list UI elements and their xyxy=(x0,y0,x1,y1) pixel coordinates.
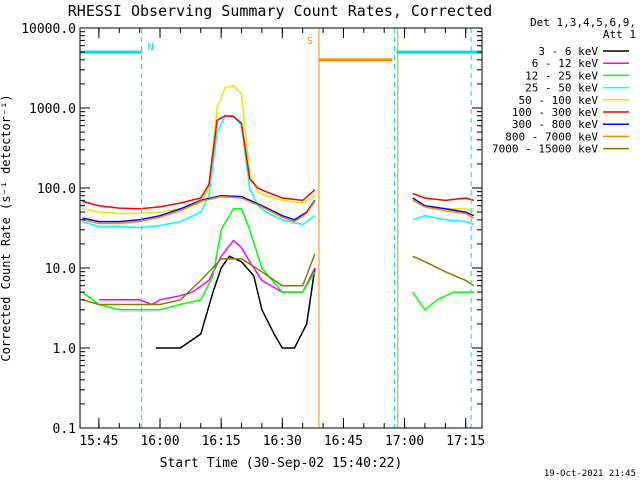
series-line-3 xyxy=(82,115,316,229)
x-tick-label: 16:30 xyxy=(263,434,302,449)
legend-entry-label: 12 - 25 keV xyxy=(525,69,598,82)
series-line-4 xyxy=(82,84,316,215)
x-tick-label: 17:15 xyxy=(446,434,485,449)
series-line-7 xyxy=(82,195,316,225)
x-tick-label: 15:45 xyxy=(79,434,118,449)
series-line-5 xyxy=(82,115,316,210)
legend-entry-label: 300 - 800 keV xyxy=(512,118,598,131)
series-line-2 xyxy=(82,208,316,311)
footer-timestamp: 19-Oct-2021 21:45 xyxy=(544,469,636,479)
series-line-1 xyxy=(98,239,316,306)
legend-entry-label: 800 - 7000 keV xyxy=(505,130,598,143)
y-axis-label: Corrected Count Rate (s⁻¹ detector⁻¹) xyxy=(0,94,13,361)
chart-title: RHESSI Observing Summary Count Rates, Co… xyxy=(68,2,492,20)
series-line-2 xyxy=(412,291,474,311)
legend-entry-label: 6 - 12 keV xyxy=(532,57,599,70)
series-line-3 xyxy=(412,214,475,226)
legend-header-line-1: Det 1,3,4,5,6,9, xyxy=(530,16,636,29)
x-tick-label: 16:15 xyxy=(202,434,241,449)
series-line-0 xyxy=(155,255,316,349)
legend-entry-label: 25 - 50 keV xyxy=(525,82,598,95)
series-line-7 xyxy=(412,199,475,219)
y-tick-label: 100.0 xyxy=(37,182,76,197)
y-tick-label: 1000.0 xyxy=(29,102,76,117)
series-line-5 xyxy=(412,192,475,202)
x-axis-label: Start Time (30-Sep-02 15:40:22) xyxy=(160,456,403,471)
legend-entry-label: 50 - 100 keV xyxy=(519,94,599,107)
y-tick-label: 10.0 xyxy=(45,262,76,277)
legend-header-line-2: Att 1 xyxy=(603,28,636,41)
legend-entry-label: 3 - 6 keV xyxy=(538,45,598,58)
legend-entry-label: 100 - 300 keV xyxy=(512,106,598,119)
series-line-8 xyxy=(82,253,316,306)
x-tick-label: 17:00 xyxy=(385,434,424,449)
saa-annotation-label: S xyxy=(307,36,313,47)
legend-entry-label: 7000 - 15000 keV xyxy=(492,143,598,156)
night-annotation-label: N xyxy=(148,42,154,53)
x-tick-label: 16:45 xyxy=(324,434,363,449)
y-tick-label: 1.0 xyxy=(53,342,76,357)
series-line-6 xyxy=(412,197,475,217)
series-line-6 xyxy=(82,195,316,223)
y-tick-label: 10000.0 xyxy=(21,22,76,37)
y-tick-label: 0.1 xyxy=(53,422,76,437)
x-tick-label: 16:00 xyxy=(140,434,179,449)
plot-frame xyxy=(79,27,483,429)
series-line-8 xyxy=(412,255,475,287)
